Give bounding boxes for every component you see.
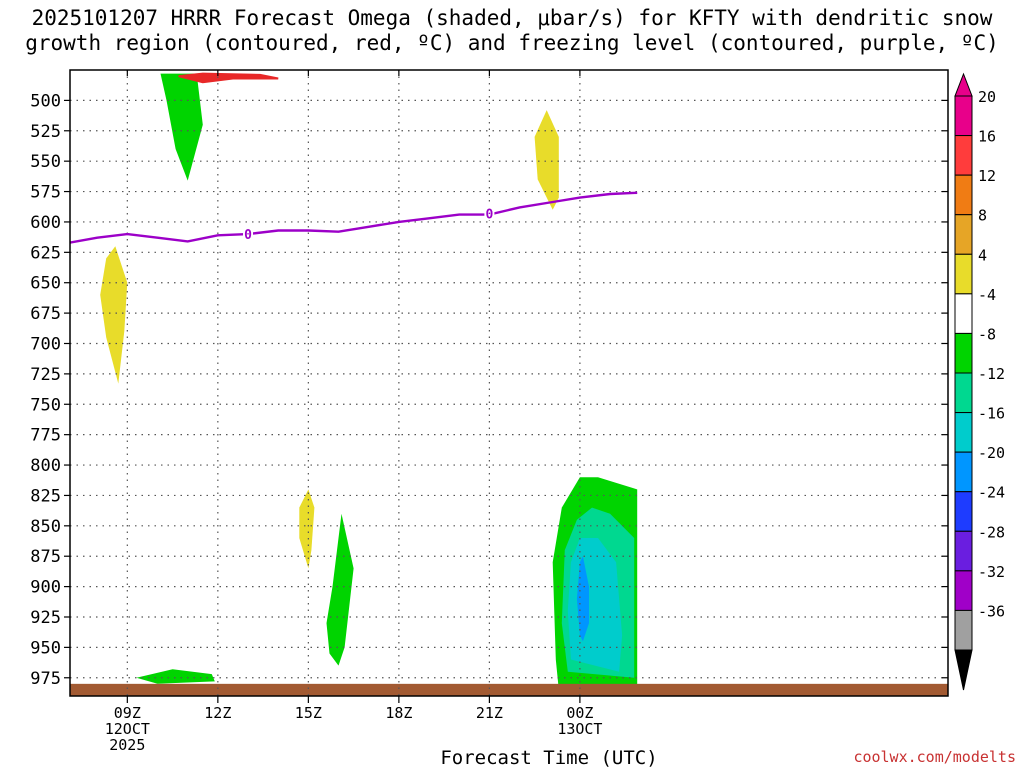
- y-tick-label: 675: [30, 304, 61, 324]
- colorbar-label: -12: [978, 365, 1005, 383]
- colorbar-swatch: [954, 570, 973, 611]
- y-tick-label: 625: [30, 243, 61, 263]
- omega-region-3: [160, 73, 203, 181]
- colorbar-label: -36: [978, 602, 1005, 620]
- omega-region-2: [299, 489, 315, 569]
- y-tick-label: 975: [30, 669, 61, 689]
- freezing-level-label-bg: [484, 205, 495, 221]
- y-tick-label: 575: [30, 183, 61, 203]
- x-tick-label: 09Z: [114, 704, 141, 722]
- y-tick-label: 500: [30, 91, 61, 111]
- colorbar-swatch: [954, 95, 973, 137]
- y-tick-label: 525: [30, 122, 61, 142]
- x-tick-label: 2025: [109, 736, 145, 754]
- colorbar-swatch: [954, 214, 973, 255]
- colorbar-label: 16: [978, 128, 996, 146]
- x-tick-label: 12Z: [204, 704, 231, 722]
- colorbar-swatch: [954, 491, 973, 532]
- y-tick-label: 650: [30, 274, 61, 294]
- colorbar-label: 4: [978, 246, 987, 264]
- colorbar-label: -4: [978, 286, 996, 304]
- colorbar-label: 20: [978, 88, 996, 106]
- y-tick-label: 700: [30, 334, 61, 354]
- colorbar-swatch: [954, 372, 973, 414]
- plot-area: [70, 70, 948, 696]
- y-tick-label: 600: [30, 213, 61, 233]
- colorbar-label: -20: [978, 444, 1005, 462]
- freezing-level-label: 0: [244, 228, 252, 243]
- y-tick-label: 750: [30, 395, 61, 415]
- colorbar-top-arrow: [954, 72, 973, 97]
- colorbar-swatch: [954, 293, 973, 334]
- x-tick-label: 00Z: [566, 704, 593, 722]
- x-tick-label: 13OCT: [557, 720, 602, 738]
- y-tick-label: 725: [30, 365, 61, 385]
- x-tick-label: 18Z: [385, 704, 412, 722]
- dgz-contour: [178, 72, 279, 84]
- colorbar-bottom-arrow: [954, 649, 973, 691]
- credit-text: coolwx.com/modelts: [853, 748, 1016, 766]
- y-tick-label: 925: [30, 608, 61, 628]
- colorbar-label: 8: [978, 207, 987, 225]
- y-tick-label: 850: [30, 517, 61, 537]
- freezing-level-label: 0: [485, 207, 493, 222]
- colorbar-label: -16: [978, 405, 1005, 423]
- x-axis-label: Forecast Time (UTC): [440, 747, 657, 768]
- plot-frame: [69, 69, 949, 697]
- colorbar-label: -28: [978, 523, 1005, 541]
- chart-title-line-1: 2025101207 HRRR Forecast Omega (shaded, …: [31, 6, 993, 30]
- omega-region-5: [136, 669, 215, 684]
- x-tick-label: 12OCT: [105, 720, 150, 738]
- colorbar-swatch: [954, 530, 973, 572]
- colorbar-swatch: [954, 332, 973, 374]
- y-tick-label: 950: [30, 638, 61, 658]
- colorbar-label: -32: [978, 563, 1005, 581]
- plot-content: 00: [70, 70, 948, 696]
- omega-region-4: [326, 513, 354, 666]
- colorbar-swatch: [954, 135, 973, 176]
- colorbar-swatch: [954, 253, 973, 295]
- colorbar-label: -8: [978, 325, 996, 343]
- colorbar-swatch: [954, 609, 973, 651]
- omega-region-0: [100, 246, 128, 384]
- y-tick-label: 550: [30, 152, 61, 172]
- colorbar-label: -24: [978, 484, 1005, 502]
- y-tick-label: 800: [30, 456, 61, 476]
- omega-region-1: [534, 110, 559, 210]
- chart-title: 2025101207 HRRR Forecast Omega (shaded, …: [0, 6, 1024, 56]
- x-tick-label: 21Z: [476, 704, 503, 722]
- y-tick-label: 875: [30, 547, 61, 567]
- y-tick-label: 900: [30, 578, 61, 598]
- x-tick-label: 15Z: [295, 704, 322, 722]
- freezing-level-label-bg: [243, 226, 254, 242]
- colorbar-swatch: [954, 451, 973, 493]
- colorbar-swatch: [954, 412, 973, 453]
- freezing-level-line: [70, 191, 638, 244]
- chart-title-line-2: growth region (contoured, red, ºC) and f…: [25, 31, 999, 55]
- y-tick-label: 775: [30, 426, 61, 446]
- terrain-band: [70, 683, 948, 696]
- colorbar-swatch: [954, 174, 973, 216]
- colorbar-label: 12: [978, 167, 996, 185]
- y-tick-label: 825: [30, 486, 61, 506]
